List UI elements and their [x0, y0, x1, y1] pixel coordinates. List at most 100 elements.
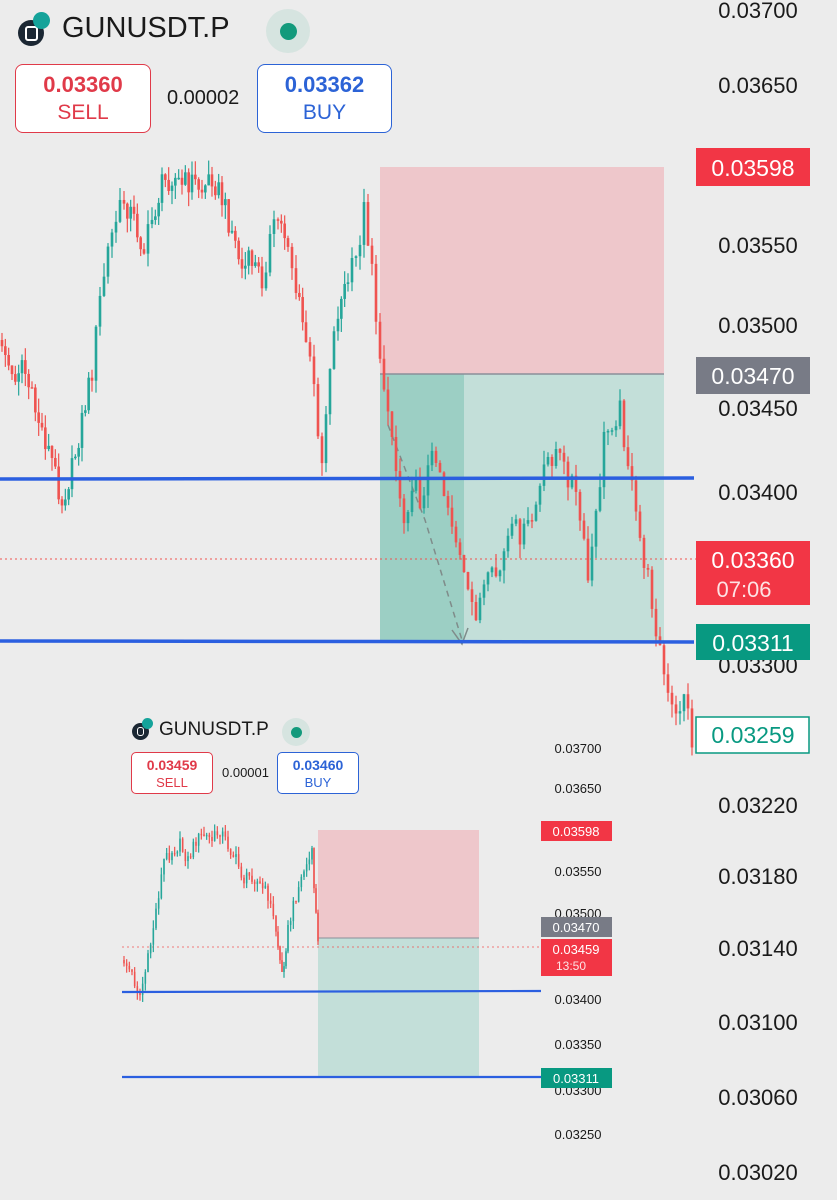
candle-body	[682, 694, 686, 712]
inset-axis-tick-label: 0.03400	[555, 992, 602, 1007]
candle-body	[305, 864, 308, 872]
candle-body	[131, 969, 133, 972]
candle-body	[254, 262, 257, 266]
candle-body	[34, 387, 37, 413]
candle-body	[60, 499, 64, 506]
candle-body	[244, 265, 247, 269]
candle-body	[37, 412, 40, 423]
candle-body	[634, 480, 638, 512]
support-line-lower[interactable]	[0, 639, 695, 644]
inset-entry-tag: 0.03470	[541, 917, 612, 937]
candle-body	[606, 430, 610, 433]
candle-body	[139, 991, 141, 996]
candle-body	[187, 856, 189, 862]
symbol-title[interactable]: GUNUSDT.P	[62, 12, 230, 44]
candle-body	[662, 645, 666, 675]
candle-body	[442, 472, 446, 497]
main-price-axis: 0.03700 0.03650 0.03550 0.03500 0.03450 0.034…	[718, 0, 798, 1185]
candle-body	[594, 510, 598, 547]
candle-body	[490, 567, 494, 573]
candle-body	[234, 230, 237, 241]
candle-body	[311, 848, 313, 860]
candle-body	[164, 174, 167, 180]
sell-price: 0.03360	[43, 72, 123, 97]
candle-body	[618, 400, 622, 427]
take-profit-tag: 0.03311	[696, 624, 810, 660]
inset-current-price-tag: 0.03459 13:50	[541, 939, 612, 976]
support-line-upper[interactable]	[0, 476, 695, 481]
candle-body	[157, 202, 160, 217]
candle-body	[90, 377, 94, 381]
candle-body	[144, 971, 147, 984]
inset-axis-tick-label: 0.03700	[555, 741, 602, 756]
candle-body	[168, 852, 171, 861]
axis-tick-label: 0.03400	[718, 480, 798, 505]
candle-body	[394, 436, 398, 472]
candle-body	[482, 584, 486, 598]
candle-body	[466, 572, 470, 590]
candle-body	[538, 485, 542, 505]
candle-body	[210, 174, 214, 187]
candle-body	[478, 597, 482, 621]
axis-tick-label: 0.03180	[718, 864, 798, 889]
svg-text:0.03360: 0.03360	[711, 547, 794, 573]
candle-body	[147, 953, 149, 972]
candle-body	[264, 885, 267, 889]
sell-button[interactable]: 0.03360 SELL	[15, 64, 151, 133]
candle-body	[283, 223, 286, 239]
candle-body	[259, 881, 261, 883]
candle-body	[300, 876, 303, 888]
candle-body	[280, 220, 283, 224]
candle-body	[638, 511, 642, 538]
inset-price-axis: 0.037000.036500.035500.035000.034000.033…	[555, 741, 602, 1142]
candle-body	[47, 445, 50, 450]
candle-body	[205, 834, 208, 837]
position-profit-zone-filled	[380, 374, 464, 642]
inset-take-profit-tag: 0.03311	[541, 1068, 612, 1088]
candle-body	[110, 232, 114, 247]
candle-body	[133, 971, 136, 987]
inset-sell-button: 0.03459 SELL	[131, 752, 213, 794]
candle-body	[114, 221, 118, 233]
inset-candles	[123, 824, 319, 1002]
candle-body	[167, 179, 170, 191]
candle-body	[272, 903, 275, 917]
candle-body	[221, 831, 224, 837]
candle-body	[171, 852, 173, 861]
candle-body	[70, 458, 74, 490]
candle-body	[139, 237, 142, 250]
candle-body	[227, 836, 229, 849]
candle-body	[204, 185, 207, 193]
candle-body	[237, 240, 240, 260]
candle-body	[550, 456, 554, 466]
candle-body	[434, 450, 438, 463]
candle-body	[267, 885, 269, 901]
candle-body	[430, 450, 434, 466]
candle-body	[77, 447, 80, 457]
candle-body	[260, 266, 264, 289]
buy-price: 0.03362	[284, 72, 365, 97]
inset-axis-tick-label: 0.03250	[555, 1127, 602, 1142]
candle-body	[277, 931, 279, 947]
inset-axis-tick-label: 0.03650	[555, 781, 602, 796]
candle-body	[189, 856, 192, 858]
axis-tick-label: 0.03100	[718, 1010, 798, 1035]
axis-tick-label: 0.03550	[718, 233, 798, 258]
candle-body	[154, 216, 157, 220]
candle-body	[17, 373, 20, 382]
candle-body	[264, 272, 268, 289]
candle-body	[297, 887, 300, 902]
candle-body	[256, 881, 259, 885]
candle-body	[346, 282, 350, 284]
candle-body	[122, 199, 126, 204]
candle-body	[190, 174, 194, 193]
candle-body	[554, 449, 558, 466]
inset-spread-value: 0.00001	[222, 765, 269, 780]
buy-button[interactable]: 0.03362 BUY	[257, 64, 392, 133]
candle-body	[118, 199, 122, 222]
axis-tick-label: 0.03650	[718, 73, 798, 98]
candle-body	[195, 841, 197, 846]
candle-body	[354, 256, 358, 258]
candle-body	[674, 704, 678, 714]
